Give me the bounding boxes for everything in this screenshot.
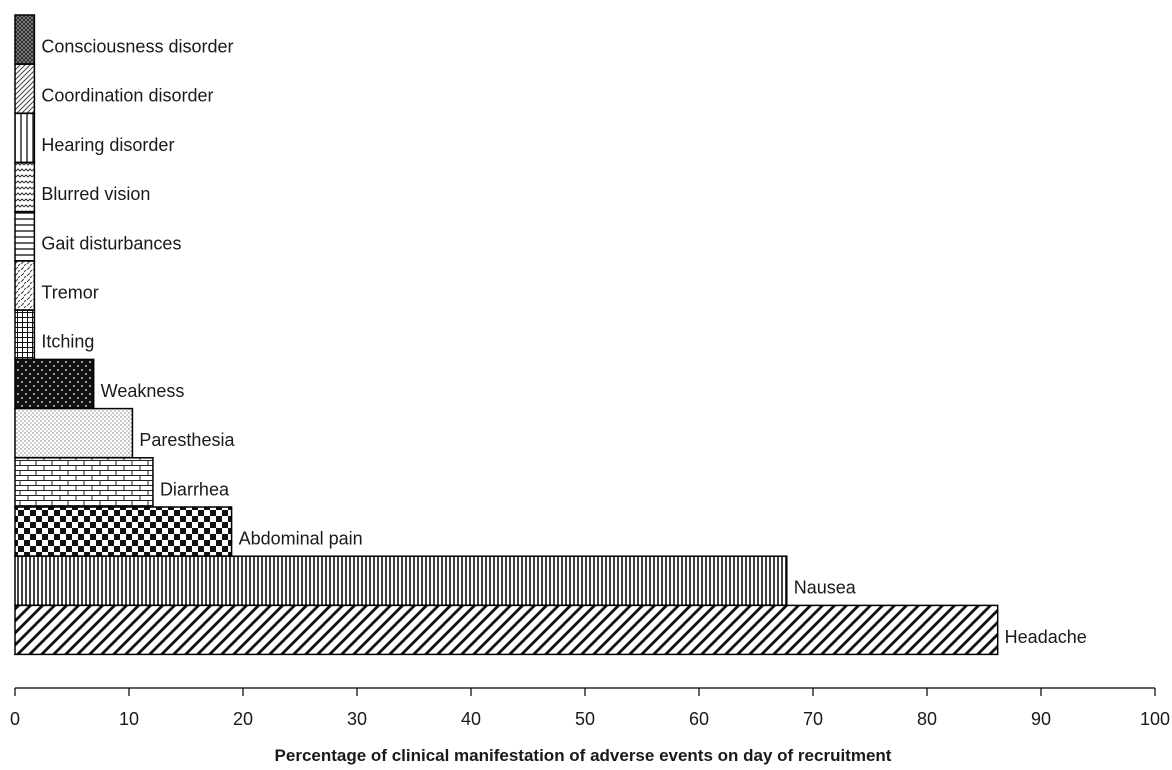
x-tick-label: 90 (1031, 709, 1051, 729)
x-tick-label: 40 (461, 709, 481, 729)
bar-hearing-disorder (14, 112, 36, 164)
x-tick-label: 80 (917, 709, 937, 729)
bar-blurred-vision (14, 161, 36, 213)
x-axis: 0 10 20 30 40 50 60 70 80 90 100 (10, 687, 1170, 729)
x-tick-label: 50 (575, 709, 595, 729)
bars-group (14, 14, 999, 656)
bar-coordination-disorder (14, 63, 36, 114)
x-tick-label: 60 (689, 709, 709, 729)
bar-label-gait-disturbances: Gait disturbances (41, 233, 181, 253)
x-tick-label: 100 (1140, 709, 1170, 729)
bar-label-tremor: Tremor (41, 283, 98, 303)
bar-label-headache: Headache (1005, 627, 1087, 647)
bar-label-consciousness-disorder: Consciousness disorder (41, 37, 233, 57)
bar-label-diarrhea: Diarrhea (160, 479, 230, 499)
bar-consciousness-disorder (14, 14, 36, 65)
x-tick-label: 20 (233, 709, 253, 729)
bar-abdominal-pain (14, 506, 233, 557)
bar-itching (14, 309, 36, 360)
bar-diarrhea (14, 457, 154, 508)
bar-weakness (14, 358, 95, 410)
bar-label-abdominal-pain: Abdominal pain (239, 529, 363, 549)
bar-label-hearing-disorder: Hearing disorder (41, 135, 174, 155)
bar-label-paresthesia: Paresthesia (139, 430, 235, 450)
bar-nausea (14, 555, 788, 606)
bar-headache (14, 604, 999, 656)
bar-label-coordination-disorder: Coordination disorder (41, 86, 213, 106)
bar-tremor (14, 260, 36, 311)
bar-label-nausea: Nausea (794, 578, 857, 598)
category-labels-group: Consciousness disorder Coordination disor… (41, 37, 1086, 647)
x-ticks-group: 0 10 20 30 40 50 60 70 80 90 100 (10, 688, 1170, 729)
x-tick-label: 30 (347, 709, 367, 729)
bar-label-blurred-vision: Blurred vision (41, 184, 150, 204)
x-tick-label: 10 (119, 709, 139, 729)
x-tick-label: 0 (10, 709, 20, 729)
bar-label-weakness: Weakness (101, 381, 185, 401)
bar-paresthesia (14, 407, 134, 459)
bar-gait-disturbances (14, 211, 36, 262)
x-tick-label: 70 (803, 709, 823, 729)
x-axis-title: Percentage of clinical manifestation of … (275, 746, 892, 765)
bar-label-itching: Itching (41, 332, 94, 352)
